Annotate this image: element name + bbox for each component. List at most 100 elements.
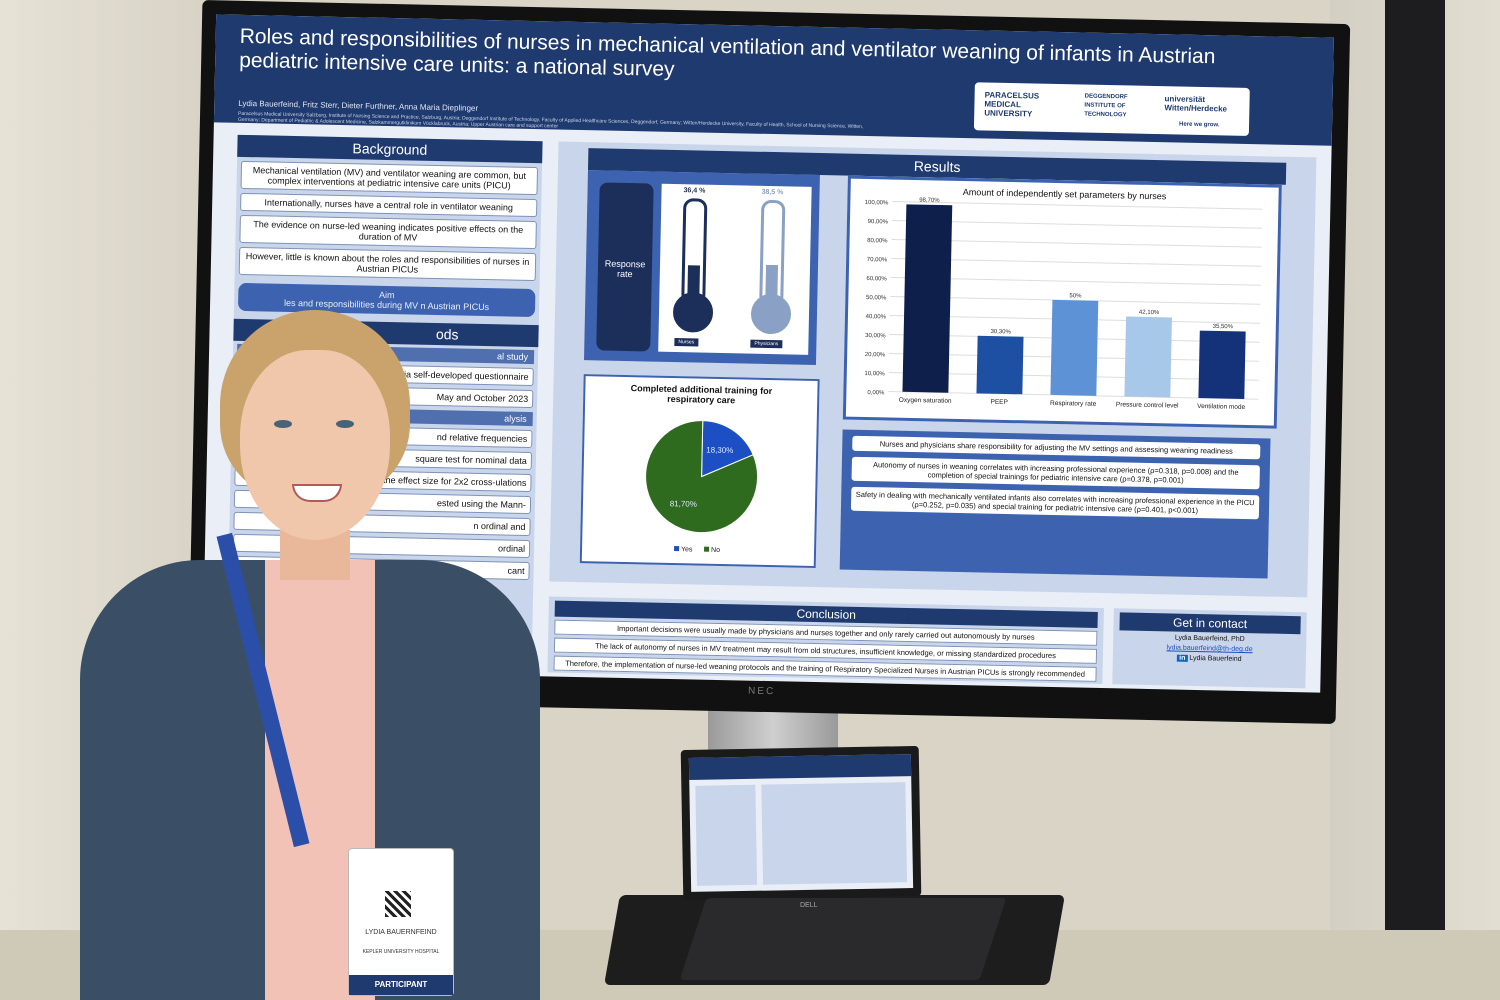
pillar bbox=[1385, 0, 1445, 1000]
bar-data-label: 30,30% bbox=[990, 329, 1011, 335]
nurses-thermometer bbox=[681, 198, 708, 305]
dit-logo: DEGGENDORF INSTITUTE OF TECHNOLOGY bbox=[1084, 93, 1128, 119]
y-tick-label: 70,00% bbox=[867, 257, 888, 263]
laptop-poster-header bbox=[688, 754, 912, 780]
bar-data-label: 98,70% bbox=[919, 198, 940, 204]
contact-section: Get in contact Lydia Bauerfeind, PhD lyd… bbox=[1112, 608, 1307, 689]
y-tick-label: 100,00% bbox=[865, 200, 889, 207]
gridline bbox=[891, 239, 1262, 248]
laptop-screen bbox=[680, 745, 922, 901]
contact-heading: Get in contact bbox=[1119, 612, 1301, 635]
gridline bbox=[891, 258, 1262, 267]
person: LYDIA BAUERNFEIND KEPLER UNIVERSITY HOSP… bbox=[80, 310, 540, 1000]
bar-data-label: 42,10% bbox=[1139, 310, 1160, 316]
pie-chart: 18,30% 81,70% Yes No bbox=[645, 420, 759, 554]
response-rate-box: Response rate bbox=[596, 182, 654, 352]
gridline bbox=[892, 201, 1263, 210]
bar bbox=[1124, 316, 1172, 398]
contact-name: Lydia Bauerfeind, PhD bbox=[1174, 634, 1245, 644]
uw-tagline: Here we grow. bbox=[1179, 121, 1220, 129]
x-tick-label: Respiratory rate bbox=[1050, 400, 1097, 408]
background-item: Internationally, nurses have a central r… bbox=[240, 192, 538, 218]
gridline bbox=[890, 277, 1261, 286]
pie-data-label: 18,30% bbox=[706, 445, 733, 455]
y-tick-label: 80,00% bbox=[867, 238, 888, 244]
bar bbox=[902, 204, 953, 393]
pie-chart-title: Completed additional training for respir… bbox=[630, 383, 773, 406]
laptop-keyboard bbox=[679, 898, 1007, 980]
bar-data-label: 35,50% bbox=[1213, 324, 1234, 330]
finding-item: Nurses and physicians share responsibili… bbox=[852, 435, 1261, 460]
smile bbox=[292, 484, 342, 502]
thermometer-area: 36,4 % Nurses 38,5 % Physicians bbox=[658, 183, 812, 355]
nurses-response-value: 36,4 % bbox=[683, 187, 706, 195]
y-tick-label: 20,00% bbox=[865, 352, 886, 358]
contact-social: in Lydia Bauerfeind bbox=[1113, 653, 1306, 664]
x-tick-label: PEEP bbox=[990, 399, 1007, 406]
y-tick-label: 10,00% bbox=[864, 371, 885, 377]
bar-chart: 0,00% 10,00% 20,00% 30,00% 40,00% 50,00% 60,00… bbox=[864, 198, 1263, 411]
y-tick-label: 30,00% bbox=[865, 333, 886, 339]
physicians-response-value: 38,5 % bbox=[761, 188, 784, 197]
physicians-bulb bbox=[750, 293, 792, 335]
nurses-bulb bbox=[672, 291, 714, 333]
background-item: However, little is known about the roles… bbox=[238, 246, 537, 282]
legend-label: Yes bbox=[681, 546, 693, 553]
monitor-brand: NEC bbox=[747, 685, 776, 698]
response-rate-label: Response rate bbox=[604, 258, 646, 280]
pie-slice bbox=[701, 420, 754, 478]
logo-box: PARACELSUS MEDICAL UNIVERSITY DEGGENDORF… bbox=[973, 82, 1250, 136]
legend-label: No bbox=[711, 547, 720, 554]
nurses-label: Nurses bbox=[674, 338, 699, 347]
x-tick-label: Pressure control level bbox=[1116, 401, 1179, 409]
paracelsus-logo: PARACELSUS MEDICAL UNIVERSITY bbox=[984, 90, 1040, 119]
laptop-poster-left bbox=[695, 784, 758, 886]
poster-affiliations: Paracelsus Medical University Salzburg, … bbox=[237, 110, 864, 130]
y-tick-label: 50,00% bbox=[866, 295, 887, 301]
background-heading: Background bbox=[237, 134, 543, 164]
results-section: Results Response rate 36,4 % Nurses 38,5… bbox=[549, 141, 1317, 598]
bar-chart-panel: Amount of independently set parameters b… bbox=[842, 175, 1282, 429]
badge-name: LYDIA BAUERNFEIND bbox=[365, 929, 437, 936]
laptop-poster-results bbox=[761, 782, 908, 885]
poster-title: Roles and responsibilities of nurses in … bbox=[238, 24, 1216, 81]
conference-badge: LYDIA BAUERNFEIND KEPLER UNIVERSITY HOSP… bbox=[348, 848, 454, 996]
x-tick-label: Ventilation mode bbox=[1197, 403, 1246, 411]
x-tick-label: Oxygen saturation bbox=[899, 397, 952, 405]
finding-item: Safety in dealing with mechanically vent… bbox=[850, 486, 1260, 520]
finding-item: Autonomy of nurses in weaning correlates… bbox=[851, 456, 1260, 490]
pie-data-label: 81,70% bbox=[670, 499, 697, 509]
bar bbox=[1050, 299, 1099, 396]
y-tick-label: 60,00% bbox=[866, 276, 887, 282]
physicians-thermometer bbox=[759, 199, 786, 307]
monitor: Roles and responsibilities of nurses in … bbox=[187, 0, 1351, 724]
bar-data-label: 50% bbox=[1069, 293, 1082, 299]
legend-swatch bbox=[674, 546, 680, 552]
bar bbox=[1198, 330, 1246, 399]
pie-slice bbox=[645, 420, 759, 534]
pie-chart-panel: Completed additional training for respir… bbox=[579, 374, 820, 569]
gridline bbox=[891, 220, 1262, 229]
badge-org: KEPLER UNIVERSITY HOSPITAL bbox=[362, 949, 440, 955]
bar bbox=[976, 335, 1024, 395]
y-tick-label: 40,00% bbox=[866, 314, 887, 320]
conclusion-section: Conclusion Important decisions were usua… bbox=[547, 596, 1104, 685]
badge-role: PARTICIPANT bbox=[349, 975, 453, 995]
poster-header: Roles and responsibilities of nurses in … bbox=[213, 14, 1334, 146]
contact-social-name: Lydia Bauerfeind bbox=[1189, 654, 1242, 663]
legend-swatch bbox=[704, 546, 710, 552]
physicians-label: Physicians bbox=[750, 339, 783, 349]
y-tick-label: 90,00% bbox=[868, 219, 889, 225]
laptop-display bbox=[688, 754, 914, 892]
contact-email: lydia.bauerfeind@th-deg.de bbox=[1166, 644, 1253, 654]
background-item: The evidence on nurse-led weaning indica… bbox=[239, 214, 537, 250]
findings-panel: Nurses and physicians share responsibili… bbox=[839, 429, 1271, 579]
right-eye bbox=[336, 420, 354, 428]
laptop-brand: DELL bbox=[800, 902, 818, 909]
poster-screen: Roles and responsibilities of nurses in … bbox=[202, 14, 1334, 693]
linkedin-icon: in bbox=[1177, 654, 1188, 662]
left-eye bbox=[274, 420, 292, 428]
qr-code-icon bbox=[385, 891, 411, 917]
face bbox=[240, 350, 390, 540]
background-item: Mechanical ventilation (MV) and ventilat… bbox=[240, 160, 539, 196]
